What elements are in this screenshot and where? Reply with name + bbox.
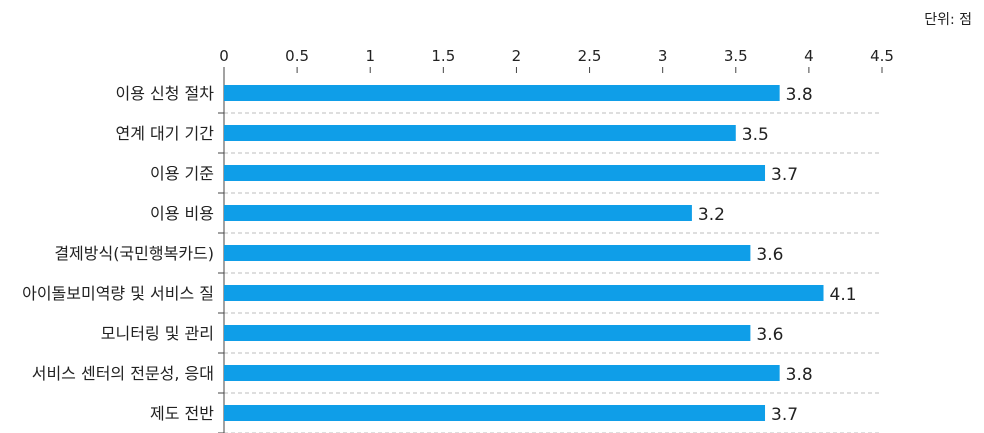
category-label: 서비스 센터의 전문성, 응대 xyxy=(32,364,214,383)
x-axis-ticks: 0 0.5 1 1.5 2 2.5 3 3.5 4 4.5 xyxy=(219,47,894,73)
x-tick-label: 4 xyxy=(804,47,814,65)
x-tick-label: 0 xyxy=(219,47,229,65)
category-label: 모니터링 및 관리 xyxy=(101,324,214,343)
x-tick-label: 3.5 xyxy=(724,47,748,65)
value-labels: 3.83.53.73.23.64.13.63.83.7 xyxy=(698,85,857,425)
x-tick-label: 3 xyxy=(658,47,668,65)
value-label: 4.1 xyxy=(830,285,857,305)
x-tick-label: 1 xyxy=(365,47,375,65)
bar xyxy=(224,165,766,181)
bar xyxy=(224,245,751,261)
bar xyxy=(224,125,736,141)
category-label: 제도 전반 xyxy=(150,404,214,423)
bar xyxy=(224,405,766,421)
value-label: 3.5 xyxy=(742,125,769,145)
x-tick-label: 2 xyxy=(512,47,522,65)
category-label: 이용 기준 xyxy=(150,164,214,183)
x-tick-label: 1.5 xyxy=(431,47,455,65)
category-label: 아이돌보미역량 및 서비스 질 xyxy=(22,284,214,303)
gridlines xyxy=(218,112,882,433)
value-label: 3.8 xyxy=(786,85,813,105)
value-label: 3.6 xyxy=(756,325,783,345)
category-label: 결제방식(국민행복카드) xyxy=(54,244,214,263)
bar xyxy=(224,365,780,381)
value-label: 3.2 xyxy=(698,205,725,225)
bar xyxy=(224,205,692,221)
value-label: 3.6 xyxy=(756,245,783,265)
value-label: 3.8 xyxy=(786,365,813,385)
x-tick-label: 0.5 xyxy=(285,47,309,65)
unit-label: 단위: 점 xyxy=(924,12,972,28)
bar xyxy=(224,325,751,341)
bar xyxy=(224,85,780,101)
value-label: 3.7 xyxy=(771,165,798,185)
bar xyxy=(224,285,824,301)
category-label: 이용 비용 xyxy=(150,204,214,223)
category-label: 연계 대기 기간 xyxy=(116,124,215,143)
x-tick-label: 4.5 xyxy=(870,47,894,65)
bars-group xyxy=(224,85,824,421)
value-label: 3.7 xyxy=(771,405,798,425)
x-tick-label: 2.5 xyxy=(578,47,602,65)
category-label: 이용 신청 절차 xyxy=(116,84,215,103)
